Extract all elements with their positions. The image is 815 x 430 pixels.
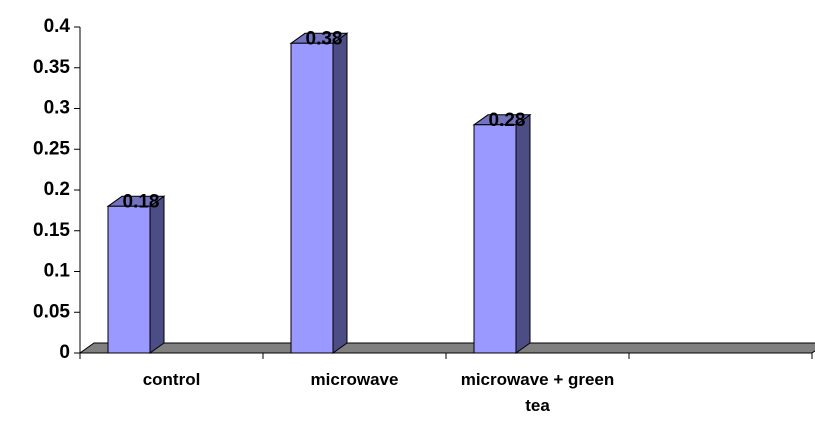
floor [78, 342, 815, 354]
bar [472, 113, 532, 354]
value-label: 0.28 [489, 110, 526, 131]
value-label: 0.18 [123, 191, 160, 212]
bar-front [473, 124, 517, 354]
y-tick-label: 0.1 [44, 261, 71, 282]
y-tick-label: 0 [59, 342, 70, 363]
bar-front [290, 42, 334, 354]
value-label: 0.38 [306, 28, 343, 49]
bar [289, 32, 349, 354]
x-tick-label: microwave + green tea [460, 370, 615, 415]
bar-front [107, 205, 151, 354]
x-tick-label: control [142, 370, 201, 389]
y-tick-label: 0.3 [44, 98, 70, 119]
y-tick-label: 0.05 [33, 301, 70, 322]
x-tick-label: microwave [310, 370, 399, 389]
y-tick-label: 0.25 [33, 138, 70, 159]
y-tick-label: 0.2 [44, 179, 70, 200]
y-tick-label: 0.35 [33, 57, 70, 78]
bar-side [332, 32, 348, 354]
bar-side [149, 195, 165, 354]
y-tick-label: 0.4 [44, 16, 71, 37]
y-tick-label: 0.15 [33, 220, 70, 241]
bar-side [515, 113, 531, 354]
bar [106, 195, 166, 354]
